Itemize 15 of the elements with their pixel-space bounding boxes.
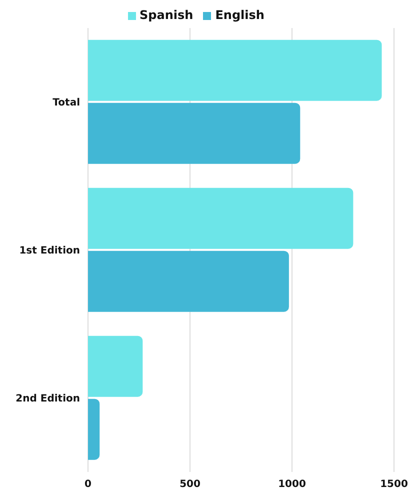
legend-label: Spanish [140, 8, 194, 22]
legend-label: English [215, 8, 264, 22]
bar [88, 336, 143, 397]
bar [88, 250, 289, 312]
bar [88, 40, 382, 101]
x-tick-label: 1500 [380, 479, 408, 490]
x-tick-label: 0 [84, 479, 92, 490]
y-tick-label: 2nd Edition [16, 394, 80, 405]
x-tick-label: 500 [180, 479, 200, 490]
y-tick-label: 1st Edition [19, 246, 80, 257]
bar [88, 102, 300, 164]
bar [88, 398, 100, 460]
bar [88, 188, 354, 249]
y-tick-label: Total [52, 98, 80, 109]
x-tick-label: 1000 [278, 479, 306, 490]
